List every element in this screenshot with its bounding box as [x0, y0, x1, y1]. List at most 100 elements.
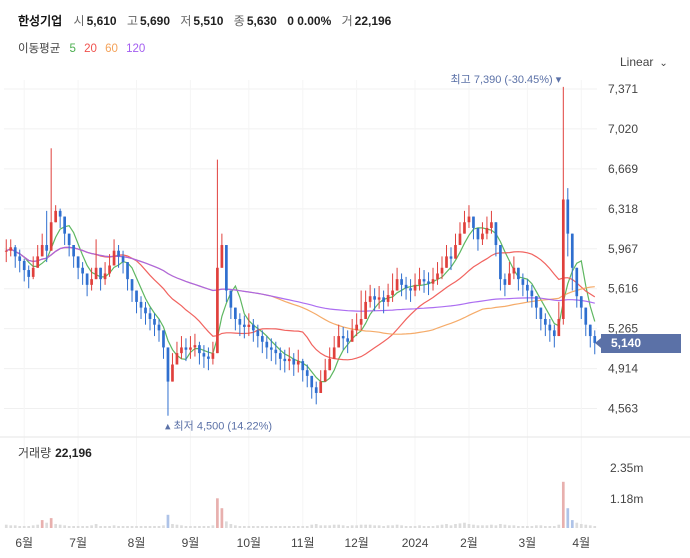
volume-bar — [18, 526, 22, 528]
volume-bar — [220, 508, 224, 528]
volume-bar — [162, 525, 165, 528]
volume-bar — [247, 526, 251, 528]
volume-bar — [13, 525, 17, 528]
volume-bar — [81, 526, 84, 528]
x-tick-label: 7월 — [69, 536, 87, 550]
ma-60[interactable]: 60 — [105, 43, 118, 55]
candle-body — [58, 210, 62, 217]
candle-body — [85, 273, 89, 285]
candle-body — [323, 370, 327, 382]
candle-body — [418, 279, 421, 285]
x-tick-label: 6월 — [15, 536, 33, 550]
x-tick-label: 2월 — [460, 536, 478, 550]
volume-bar — [292, 526, 296, 528]
candle-body — [126, 262, 129, 280]
volume-bar — [85, 526, 89, 528]
candle-body — [67, 233, 71, 246]
volume-bar — [139, 526, 143, 528]
candle-body — [494, 222, 498, 246]
volume-bar — [63, 525, 66, 528]
candle-body — [535, 296, 538, 308]
scale-selector[interactable]: Linear ⌄ — [620, 55, 668, 69]
volume-bar — [481, 525, 484, 528]
volume-bar — [467, 524, 471, 528]
volume-bar — [242, 526, 246, 528]
volume-bar — [9, 525, 13, 528]
volume-bar — [350, 525, 354, 528]
volume-bar — [189, 526, 192, 528]
candle-body — [350, 330, 354, 342]
volume-bar — [436, 525, 439, 528]
ma-120[interactable]: 120 — [126, 43, 146, 55]
ma-20[interactable]: 20 — [84, 43, 97, 55]
candle-body — [76, 256, 80, 268]
candle-body — [328, 358, 332, 371]
volume-bar — [31, 525, 35, 528]
candle-body — [220, 245, 224, 268]
volume-bar — [593, 526, 597, 528]
x-tick-label: 9월 — [182, 536, 200, 550]
ma-20-line — [5, 246, 596, 361]
volume-bar — [58, 524, 62, 528]
high-value: 5,690 — [139, 14, 171, 28]
volume-bar — [386, 525, 390, 528]
ma-5[interactable]: 5 — [69, 43, 76, 55]
volume-bar — [175, 524, 179, 528]
candle-body — [234, 307, 237, 319]
candle-body — [382, 297, 385, 302]
close-value: 5,630 — [246, 14, 277, 28]
candle-body — [139, 301, 143, 308]
volume-bar — [543, 526, 547, 528]
candle-body — [557, 318, 561, 337]
candle-body — [386, 295, 390, 302]
stock-name: 한성기업 — [18, 14, 63, 28]
y-tick-label: 5,616 — [608, 282, 638, 296]
candle-body — [283, 358, 287, 362]
volume-bar — [305, 526, 309, 528]
volume-bar — [103, 526, 107, 528]
candle-body — [94, 267, 98, 280]
candle-body — [499, 245, 502, 280]
candle-body — [207, 356, 210, 359]
y-tick-label: 7,020 — [608, 122, 638, 136]
candle-body — [22, 260, 26, 271]
volume-bar — [552, 526, 556, 528]
candle-body — [512, 267, 516, 274]
candle-body — [247, 324, 251, 327]
volume-bar — [225, 521, 228, 528]
volume-bar — [238, 526, 242, 528]
y-tick-label: 4,914 — [608, 362, 638, 376]
candle-body — [238, 318, 242, 325]
volume-bar — [355, 525, 359, 528]
volume-bar — [287, 526, 291, 528]
candle-body — [265, 341, 269, 348]
volume-bar — [260, 526, 264, 528]
candle-body — [485, 227, 489, 234]
volume-bar — [45, 522, 49, 528]
current-price-tag: 5,140 — [595, 334, 681, 353]
candle-body — [184, 347, 188, 350]
volume-bar — [211, 525, 215, 528]
volume-bar — [463, 522, 466, 528]
volume-bar — [588, 525, 592, 528]
volume-bar — [526, 526, 529, 528]
candle-body — [305, 370, 309, 376]
volume-bar — [391, 525, 394, 528]
candle-body — [449, 256, 453, 259]
candle-body — [539, 307, 543, 319]
volume-bar — [166, 514, 170, 528]
candle-body — [63, 216, 66, 234]
candle-body — [552, 330, 556, 337]
volume-bar — [364, 524, 367, 528]
volume-bar — [566, 508, 570, 528]
candle-body — [301, 361, 305, 371]
candle-body — [440, 267, 444, 274]
volume-bar — [485, 525, 489, 528]
candle-body — [368, 296, 372, 302]
ma-120-line — [5, 246, 595, 312]
candle-body — [422, 279, 426, 282]
volume-bar — [72, 526, 75, 528]
volume-bar — [422, 526, 426, 528]
high-label: 고 — [126, 14, 138, 28]
